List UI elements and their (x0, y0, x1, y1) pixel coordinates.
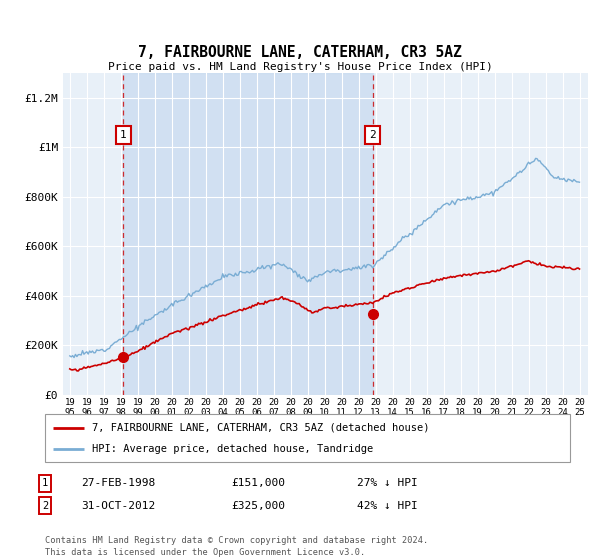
Text: 7, FAIRBOURNE LANE, CATERHAM, CR3 5AZ: 7, FAIRBOURNE LANE, CATERHAM, CR3 5AZ (138, 45, 462, 60)
Text: 27-FEB-1998: 27-FEB-1998 (81, 478, 155, 488)
Text: Price paid vs. HM Land Registry's House Price Index (HPI): Price paid vs. HM Land Registry's House … (107, 62, 493, 72)
Text: £151,000: £151,000 (231, 478, 285, 488)
Text: 42% ↓ HPI: 42% ↓ HPI (357, 501, 418, 511)
Text: 2: 2 (370, 130, 376, 140)
Text: Contains HM Land Registry data © Crown copyright and database right 2024.
This d: Contains HM Land Registry data © Crown c… (45, 536, 428, 557)
Text: 1: 1 (120, 130, 127, 140)
Text: 1: 1 (42, 478, 48, 488)
Text: 7, FAIRBOURNE LANE, CATERHAM, CR3 5AZ (detached house): 7, FAIRBOURNE LANE, CATERHAM, CR3 5AZ (d… (92, 423, 430, 433)
Text: £325,000: £325,000 (231, 501, 285, 511)
Text: HPI: Average price, detached house, Tandridge: HPI: Average price, detached house, Tand… (92, 444, 373, 454)
Text: 27% ↓ HPI: 27% ↓ HPI (357, 478, 418, 488)
Text: 31-OCT-2012: 31-OCT-2012 (81, 501, 155, 511)
Bar (124, 73, 373, 395)
Text: 2: 2 (42, 501, 48, 511)
